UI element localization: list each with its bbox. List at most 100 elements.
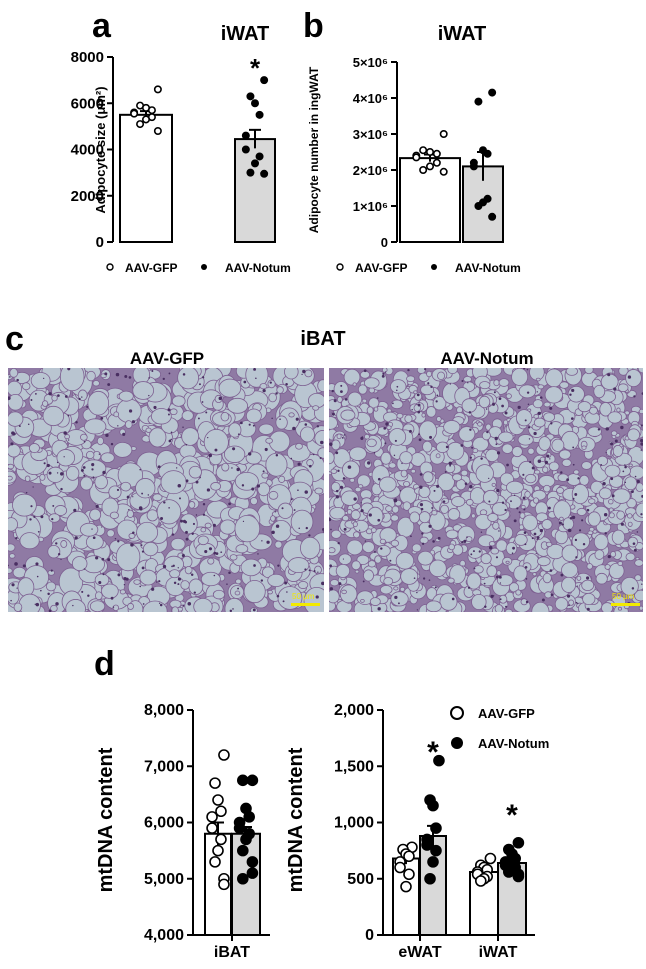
nucleus <box>139 468 141 471</box>
legend-marker-open <box>450 706 464 720</box>
lipid-droplet <box>390 591 409 607</box>
nucleus <box>581 519 584 522</box>
nucleus <box>624 464 626 466</box>
chart-d2-mtdna-ewat-iwat: eWAT * iWAT * 0 500 1,000 1,500 2,000 mtDNA conte… <box>285 702 549 961</box>
nucleus <box>437 536 441 540</box>
lipid-droplet <box>544 386 563 404</box>
nucleus <box>498 397 502 401</box>
nucleus <box>16 587 18 589</box>
lipid-droplet <box>576 575 582 581</box>
y-tick-label: 1,000 <box>334 815 374 832</box>
lipid-droplet <box>8 380 23 397</box>
lipid-droplet <box>243 579 266 604</box>
lipid-droplet <box>364 433 370 440</box>
lipid-droplet <box>270 515 276 522</box>
nucleus <box>335 489 339 493</box>
lipid-droplet <box>139 569 157 586</box>
lipid-droplet <box>8 393 24 411</box>
nucleus <box>40 515 44 519</box>
nucleus <box>341 436 344 439</box>
significance-marker: * <box>506 799 518 832</box>
nucleus <box>495 575 499 579</box>
lipid-droplet <box>45 581 57 592</box>
panel-label-a: a <box>92 7 112 45</box>
lipid-droplet <box>458 426 476 442</box>
nucleus <box>547 506 551 510</box>
lipid-droplet <box>8 463 15 470</box>
lipid-droplet <box>295 442 303 450</box>
lipid-droplet <box>335 563 351 578</box>
y-tick-label: 2000 <box>71 188 104 205</box>
nucleus <box>141 566 145 570</box>
lipid-droplet <box>348 446 367 461</box>
lipid-droplet <box>543 484 551 493</box>
nucleus <box>539 396 543 399</box>
nucleus <box>48 392 52 396</box>
lipid-droplet <box>479 381 491 390</box>
nucleus <box>424 368 427 371</box>
lipid-droplet <box>317 379 324 393</box>
lipid-droplet <box>229 554 238 561</box>
lipid-droplet <box>432 396 447 411</box>
nucleus <box>228 502 231 506</box>
nucleus <box>110 442 114 446</box>
nucleus <box>98 453 101 455</box>
nucleus <box>60 472 64 476</box>
lipid-droplet <box>193 598 213 612</box>
lipid-droplet <box>437 371 446 381</box>
lipid-droplet <box>347 391 363 407</box>
chart-title: iWAT <box>221 23 270 45</box>
nucleus <box>392 402 394 405</box>
nucleus <box>533 431 537 436</box>
lipid-droplet <box>624 476 638 491</box>
nucleus <box>576 585 578 587</box>
nucleus <box>329 587 334 591</box>
nucleus <box>463 539 467 543</box>
lipid-droplet <box>330 468 338 474</box>
lipid-droplet <box>390 399 404 410</box>
nucleus <box>524 419 527 422</box>
lipid-droplet <box>367 560 377 568</box>
nucleus <box>620 425 624 430</box>
lipid-droplet <box>515 589 522 596</box>
lipid-droplet <box>548 461 560 472</box>
nucleus <box>75 420 78 424</box>
lipid-droplet <box>30 372 51 390</box>
nucleus <box>526 368 529 371</box>
lipid-droplet <box>627 521 633 527</box>
lipid-droplet <box>341 589 347 595</box>
nucleus <box>151 587 155 591</box>
nucleus <box>184 520 188 524</box>
lipid-droplet <box>488 541 496 547</box>
nucleus <box>171 565 173 568</box>
nucleus <box>416 609 419 611</box>
lipid-droplet <box>396 412 404 419</box>
nucleus <box>640 442 643 446</box>
lipid-droplet <box>370 527 377 533</box>
lipid-droplet <box>120 481 132 492</box>
data-point <box>421 839 433 851</box>
lipid-droplet <box>436 416 442 422</box>
nucleus <box>489 546 493 550</box>
nucleus <box>640 449 642 451</box>
lipid-droplet <box>477 421 483 427</box>
nucleus <box>177 483 182 488</box>
nucleus <box>72 604 74 607</box>
nucleus <box>157 465 161 469</box>
data-point <box>474 97 483 106</box>
nucleus <box>329 564 332 568</box>
nucleus <box>451 597 455 601</box>
lipid-droplet <box>532 399 544 409</box>
data-point <box>469 162 478 171</box>
nucleus <box>60 558 62 561</box>
nucleus <box>126 495 130 499</box>
lipid-droplet <box>538 436 551 451</box>
nucleus <box>578 529 582 532</box>
nucleus <box>632 542 636 545</box>
lipid-droplet <box>445 529 459 540</box>
lipid-droplet <box>543 401 551 408</box>
nucleus <box>275 392 278 395</box>
nucleus <box>179 497 181 500</box>
data-point <box>484 852 497 865</box>
